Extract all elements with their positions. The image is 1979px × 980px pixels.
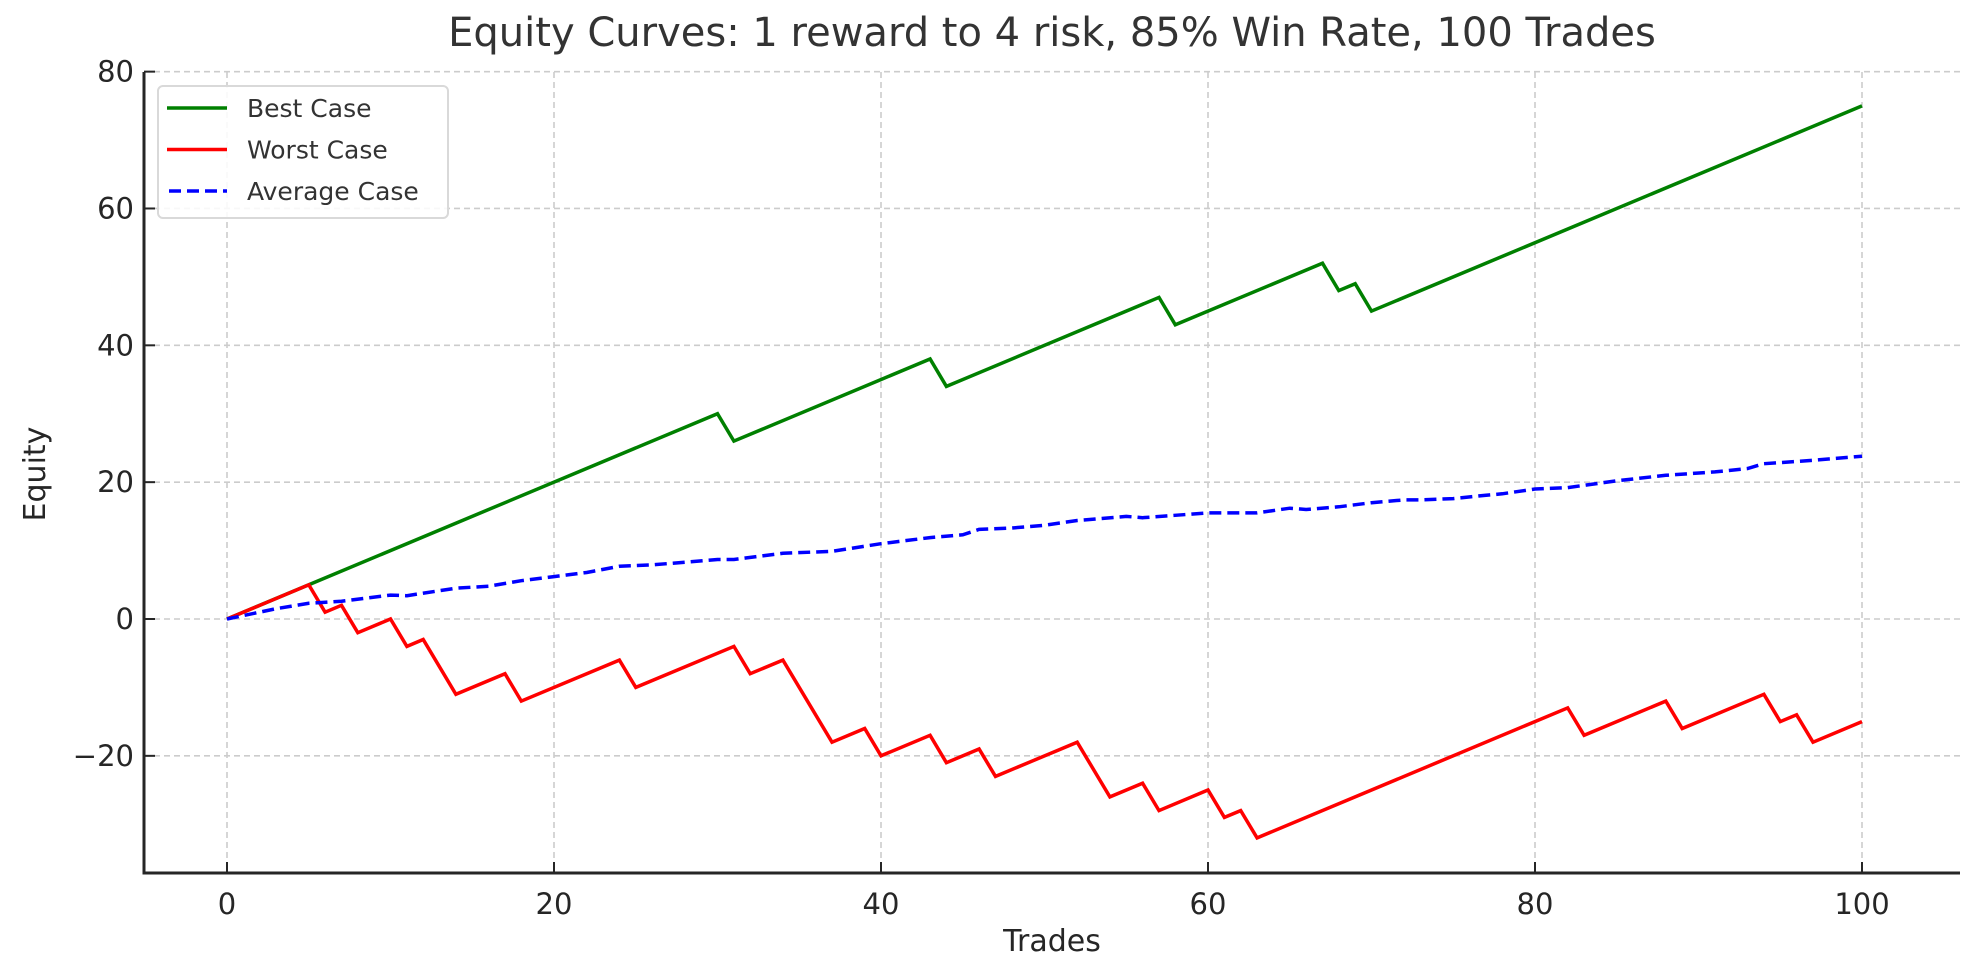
y-tick-label: 60: [97, 191, 134, 225]
series-line-worst-case: [226, 582, 1863, 841]
y-tick-label: −20: [73, 739, 134, 773]
legend: Best Case Worst Case Average Case: [157, 85, 449, 219]
y-tick-label: 40: [97, 328, 134, 362]
y-axis-label: Equity: [18, 427, 53, 522]
legend-label: Worst Case: [247, 136, 388, 165]
series-line-average-case: [226, 454, 1863, 621]
x-tick-label: 60: [1190, 887, 1227, 921]
data-lines: [226, 104, 1863, 841]
x-tick-label: 0: [218, 887, 236, 921]
x-tick-label: 80: [1517, 887, 1554, 921]
legend-box: [157, 85, 449, 219]
chart-title: Equity Curves: 1 reward to 4 risk, 85% W…: [448, 10, 1656, 56]
x-axis-label: Trades: [1002, 924, 1101, 959]
y-tick-label: 0: [116, 602, 134, 636]
axes: 0 20 40 60 80 100 −20 0 20 40 60 80: [73, 55, 1960, 921]
x-tick-label: 40: [863, 887, 900, 921]
y-tick-label: 20: [97, 465, 134, 499]
legend-label: Average Case: [247, 177, 419, 206]
x-tick-label: 20: [536, 887, 573, 921]
legend-label: Best Case: [247, 94, 372, 123]
x-tick-label: 100: [1834, 887, 1889, 921]
series-line-best-case: [226, 104, 1863, 621]
y-tick-label: 80: [97, 55, 134, 89]
